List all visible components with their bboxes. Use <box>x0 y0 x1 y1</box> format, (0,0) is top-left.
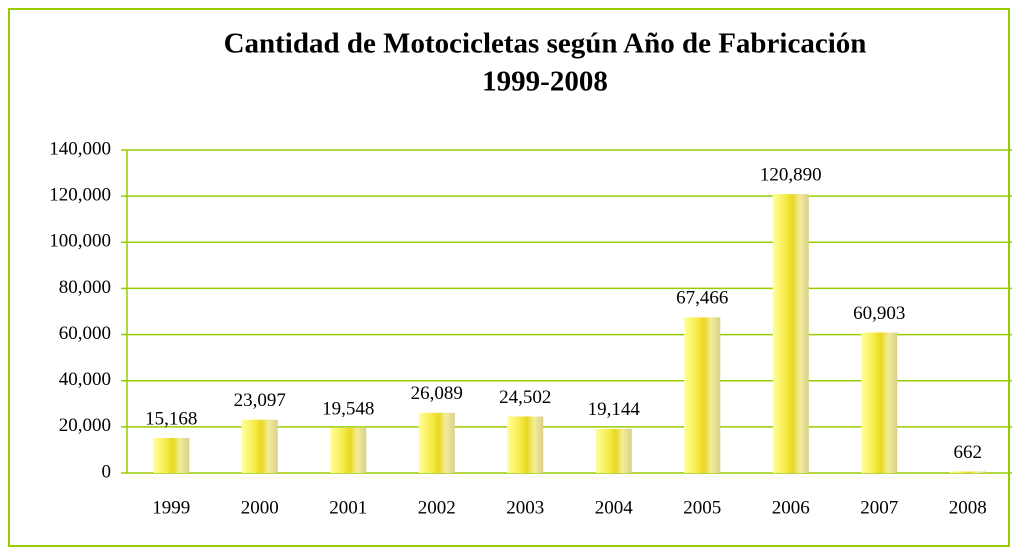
x-tick-label: 2004 <box>595 497 634 518</box>
value-label: 19,144 <box>588 399 641 420</box>
y-tick-label: 20,000 <box>59 415 111 436</box>
bar <box>684 317 721 473</box>
y-tick-label: 60,000 <box>59 323 111 344</box>
value-label: 662 <box>954 442 983 463</box>
x-tick-label: 2008 <box>949 497 987 518</box>
bar <box>418 412 455 473</box>
value-label: 15,168 <box>145 408 197 429</box>
bar <box>507 416 544 473</box>
value-label: 24,502 <box>499 387 551 408</box>
y-tick-label: 120,000 <box>49 185 111 206</box>
value-label: 60,903 <box>853 303 905 324</box>
chart-subtitle: 1999-2008 <box>482 66 608 98</box>
bar <box>330 427 367 473</box>
value-label: 23,097 <box>234 390 286 411</box>
y-tick-label: 40,000 <box>59 369 111 390</box>
x-tick-label: 2003 <box>506 497 544 518</box>
x-tick-label: 2005 <box>683 497 721 518</box>
x-tick-label: 1999 <box>152 497 190 518</box>
bar <box>772 194 809 474</box>
y-tick-label: 140,000 <box>49 138 111 159</box>
bar <box>595 428 632 473</box>
bar <box>241 419 278 473</box>
x-tick-label: 2002 <box>418 497 456 518</box>
x-tick-label: 2006 <box>772 497 810 518</box>
y-tick-label: 80,000 <box>59 277 111 298</box>
chart-title: Cantidad de Motocicletas según Año de Fa… <box>224 28 867 60</box>
bar <box>861 332 898 473</box>
value-label: 120,890 <box>760 164 822 185</box>
y-tick-label: 100,000 <box>49 231 111 252</box>
value-label: 67,466 <box>676 288 728 309</box>
x-tick-label: 2000 <box>241 497 279 518</box>
bar <box>949 471 986 473</box>
value-label: 26,089 <box>411 383 463 404</box>
y-tick-label: 0 <box>102 461 112 482</box>
bar <box>153 438 190 473</box>
value-label: 19,548 <box>322 398 374 419</box>
x-tick-label: 2007 <box>860 497 898 518</box>
x-tick-label: 2001 <box>329 497 367 518</box>
